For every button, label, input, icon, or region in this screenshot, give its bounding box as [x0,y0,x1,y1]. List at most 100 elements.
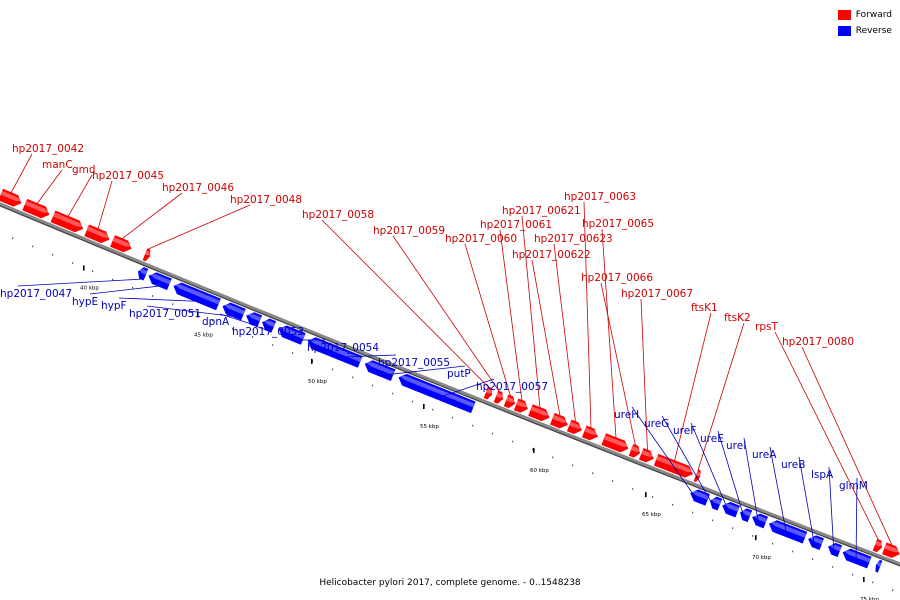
scale-dot [32,245,34,248]
gene-label[interactable]: hp2017_0066 [581,272,653,284]
gene-label[interactable]: hp2017_0054 [307,342,379,354]
forward-gene[interactable] [882,542,900,560]
gene-label[interactable]: dpnA [202,316,230,328]
reverse-gene[interactable] [708,495,723,511]
forward-gene[interactable] [581,425,599,442]
reverse-gene[interactable] [397,372,476,414]
forward-swatch-icon [837,10,851,20]
reverse-gene[interactable] [767,518,808,544]
gene-label[interactable]: lspA [811,469,834,481]
forward-gene[interactable] [483,386,494,400]
gene-label[interactable]: hp2017_0080 [782,336,854,348]
gene-label[interactable]: hp2017_0055 [378,357,450,369]
reverse-gene[interactable] [720,500,740,518]
gene-label[interactable]: hp2017_0067 [621,288,693,300]
gene-label[interactable]: hp2017_0060 [445,233,517,245]
forward-gene[interactable] [566,419,584,436]
scale-dot [472,424,474,427]
reverse-gene[interactable] [874,559,883,573]
gene-label[interactable]: hp2017_0047 [0,288,72,300]
reverse-gene[interactable] [172,281,221,311]
scale-dot [512,440,514,443]
reverse-gene[interactable] [221,301,246,321]
forward-gene[interactable] [601,433,631,455]
gene-label[interactable]: rpsT [755,321,778,333]
gene-label[interactable]: hp2017_0061 [480,219,552,231]
gene-label[interactable]: hp2017_0063 [564,191,636,203]
scale-label: 65 kbp [642,512,661,518]
genome-backbone [0,202,900,567]
gene-label[interactable]: gmd [72,164,96,176]
reverse-gene[interactable] [750,512,769,529]
gene-label[interactable]: putP [447,368,471,380]
gene-leader-line [321,219,490,388]
gene-label[interactable]: hp2017_00623 [534,233,613,245]
gene-label[interactable]: hp2017_0042 [12,143,84,155]
gene-leader-line [10,153,33,194]
forward-gene[interactable] [550,412,569,430]
reverse-gene[interactable] [806,533,825,551]
scale-dot [72,262,74,264]
forward-gene[interactable] [503,394,517,409]
forward-gene[interactable] [50,210,85,234]
gene-label[interactable]: hp2017_0048 [230,194,302,206]
gene-label[interactable]: manC [42,159,73,171]
gene-label[interactable]: hp2017_0053 [232,326,304,338]
gene-label[interactable]: hp2017_0059 [373,225,445,237]
scale-dot [672,503,674,506]
reverse-gene[interactable] [136,266,149,281]
forward-gene[interactable] [693,469,702,483]
scale-dot [332,368,334,371]
legend-label-forward: Forward [855,10,892,20]
gene-leader-line [67,174,93,217]
forward-gene[interactable] [110,235,133,255]
scale-dot [252,336,254,338]
gene-label[interactable]: hp2017_00622 [512,249,591,261]
scale-label: 45 kbp [194,332,213,338]
gene-label[interactable]: hp2017_00621 [502,205,581,217]
gene-leader-line [661,415,716,509]
forward-gene[interactable] [628,444,642,458]
gene-label[interactable]: hypF [101,300,127,312]
reverse-gene[interactable] [244,310,263,328]
reverse-gene[interactable] [841,547,872,569]
gene-label[interactable]: hypE [72,296,98,308]
gene-label[interactable]: hp2017_0058 [302,209,374,221]
reverse-gene[interactable] [688,488,710,506]
scale-label: 50 kbp [308,379,327,385]
forward-gene[interactable] [638,448,655,464]
forward-gene[interactable] [513,398,530,415]
forward-gene[interactable] [142,248,152,262]
reverse-gene[interactable] [826,541,843,558]
gene-label[interactable]: hp2017_0045 [92,170,164,182]
reverse-gene[interactable] [738,507,753,523]
gene-label[interactable]: hp2017_0046 [162,182,234,194]
gene-label[interactable]: ureH [614,409,639,421]
scale-dot [632,488,634,490]
gene-label[interactable]: ureB [781,459,805,471]
gene-label[interactable]: ureA [752,449,777,461]
reverse-gene[interactable] [147,270,172,291]
reverse-gene[interactable] [260,317,277,333]
forward-gene[interactable] [84,224,112,245]
gene-label[interactable]: ftsK1 [691,302,718,314]
forward-gene[interactable] [22,198,52,220]
gene-label[interactable]: glmM [839,480,868,492]
reverse-swatch-icon [837,26,851,36]
gene-label[interactable]: hp2017_0051 [129,308,201,320]
gene-label[interactable]: ureI [726,440,746,452]
gene-label[interactable]: ureF [673,425,696,437]
forward-gene[interactable] [872,538,884,553]
gene-label[interactable]: ureG [644,418,669,430]
forward-gene[interactable] [493,390,505,405]
gene-label[interactable]: hp2017_0065 [582,218,654,230]
gene-label[interactable]: ureE [700,433,724,445]
forward-gene[interactable] [528,404,551,424]
forward-gene[interactable] [0,188,23,209]
reverse-gene[interactable] [363,358,396,382]
gene-label[interactable]: hp2017_0057 [476,381,548,393]
scale-dot [132,286,134,289]
gene-label[interactable]: ftsK2 [724,312,751,324]
scale-dot [432,408,434,411]
reverse-gene[interactable] [306,335,363,368]
